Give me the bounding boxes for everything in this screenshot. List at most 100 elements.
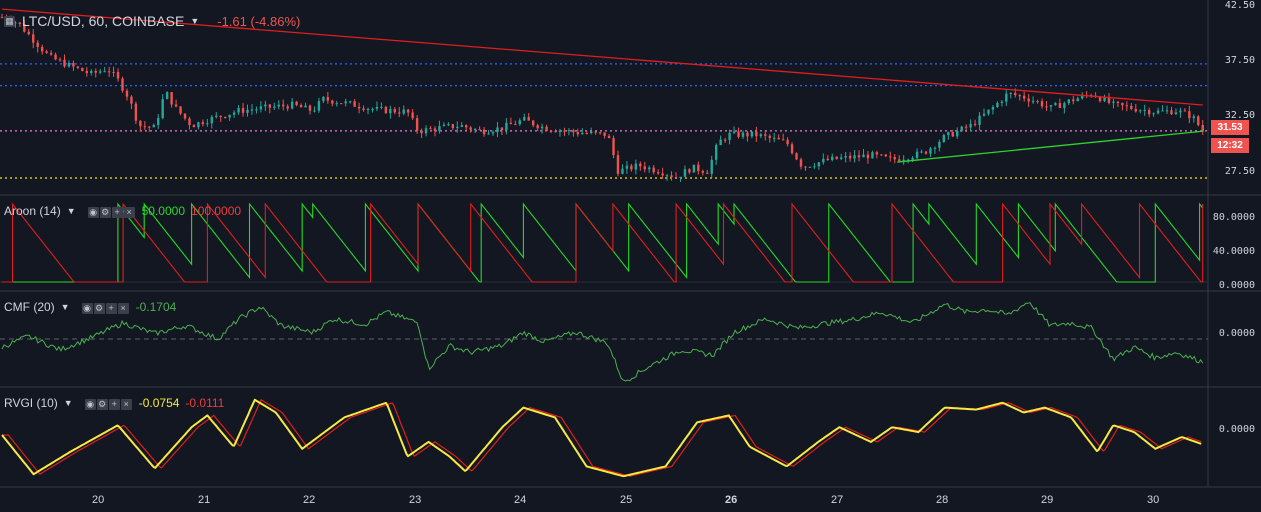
candle-body <box>130 96 133 104</box>
cmf-add-icon[interactable]: + <box>105 303 117 314</box>
candle-body <box>862 154 865 158</box>
candle-body <box>902 159 905 161</box>
candle-body <box>665 175 669 177</box>
candle-body <box>76 66 80 68</box>
candle-body <box>956 130 959 137</box>
candle-body <box>692 164 696 173</box>
candle-body <box>1014 92 1017 96</box>
candle-body <box>554 131 557 133</box>
candle-body <box>121 78 124 91</box>
candle-body <box>598 132 602 134</box>
price-tick-label: 32.50 <box>1224 110 1255 121</box>
candle-body <box>531 120 535 126</box>
candle-body <box>340 103 343 105</box>
candle-body <box>1112 101 1115 103</box>
rvgi-settings-icon[interactable]: ⚙ <box>96 399 108 410</box>
candle-body <box>505 122 508 131</box>
candle-body <box>857 155 861 158</box>
aroon-eye-icon[interactable]: ◉ <box>87 207 99 218</box>
candle-body <box>607 135 611 139</box>
candle-body <box>759 134 763 137</box>
candle-body <box>523 117 526 121</box>
candle-body <box>157 118 160 125</box>
aroon-tick-label: 40.0000 <box>1212 246 1255 257</box>
cmf-dropdown-icon[interactable]: ▼ <box>60 302 70 312</box>
candle-body <box>688 169 691 173</box>
candle-body <box>371 108 374 110</box>
candle-body <box>1063 103 1066 108</box>
cmf-settings-icon[interactable]: ⚙ <box>93 303 105 314</box>
candle-body <box>85 71 89 73</box>
cmf-eye-icon[interactable]: ◉ <box>81 303 93 314</box>
candle-body <box>36 42 39 47</box>
candle-body <box>643 166 646 170</box>
cmf-title[interactable]: CMF (20) <box>4 300 55 314</box>
aroon-tick-label: 80.0000 <box>1212 212 1255 223</box>
candle-body <box>411 112 414 119</box>
rvgi-dropdown-icon[interactable]: ▼ <box>63 398 73 408</box>
aroon-dropdown-icon[interactable]: ▼ <box>66 206 76 216</box>
candle-body <box>335 103 338 105</box>
price-change: -1.61 (-4.86%) <box>217 13 301 29</box>
candle-body <box>406 109 410 113</box>
candle-body <box>299 105 303 108</box>
candle-body <box>478 129 481 131</box>
candle-body <box>1197 116 1200 126</box>
candle-body <box>947 132 950 136</box>
candle-body <box>741 132 745 137</box>
candle-body <box>482 129 486 135</box>
x-tick-label: 23 <box>409 494 422 506</box>
candle-body <box>424 128 428 134</box>
candle-body <box>813 166 816 168</box>
candle-body <box>1031 101 1035 103</box>
x-tick-label: 21 <box>198 494 211 506</box>
candle-body <box>639 163 642 167</box>
aroon-settings-icon[interactable]: ⚙ <box>99 207 111 218</box>
aroon-title[interactable]: Aroon (14) <box>4 204 61 218</box>
candle-body <box>384 106 388 114</box>
rvgi-title[interactable]: RVGI (10) <box>4 396 58 410</box>
aroon-add-icon[interactable]: + <box>111 207 123 218</box>
candle-body <box>549 130 553 132</box>
x-tick-label: 25 <box>620 494 633 506</box>
candle-body <box>969 123 972 128</box>
symbol-title[interactable]: LTC/USD, 60, COINBASE <box>22 13 185 29</box>
candle-body <box>933 147 937 149</box>
candle-body <box>1040 101 1044 107</box>
candle-body <box>268 104 272 108</box>
candle-body <box>210 116 213 124</box>
candle-body <box>116 72 120 79</box>
rvgi-eye-icon[interactable]: ◉ <box>84 399 96 410</box>
rvgi-signal-value: -0.0111 <box>185 396 225 410</box>
x-tick-label: 24 <box>514 494 527 506</box>
candle-body <box>1161 110 1164 112</box>
candle-body <box>206 123 209 125</box>
candle-body <box>585 133 588 135</box>
candle-body <box>67 62 71 67</box>
candle-body <box>165 92 169 100</box>
aroon-close-icon[interactable]: × <box>123 207 135 218</box>
candle-body <box>255 109 258 111</box>
rvgi-add-icon[interactable]: + <box>108 399 120 410</box>
candle-body <box>915 151 919 158</box>
candle-body <box>674 177 678 179</box>
candle-body <box>81 67 84 72</box>
candle-body <box>844 155 847 158</box>
candle-body <box>648 167 651 170</box>
rvgi-close-icon[interactable]: × <box>120 399 132 410</box>
candle-body <box>402 109 405 114</box>
candle-body <box>232 112 236 115</box>
candle-body <box>447 124 450 126</box>
candle-body <box>45 51 48 53</box>
candle-body <box>938 141 941 148</box>
symbol-dropdown-icon[interactable]: ▼ <box>190 16 200 26</box>
candle-body <box>701 171 704 173</box>
candle-body <box>179 106 182 114</box>
cmf-close-icon[interactable]: × <box>117 303 129 314</box>
candle-body <box>389 109 392 114</box>
candle-body <box>514 124 517 126</box>
candle-body <box>442 124 446 127</box>
candle-body <box>215 115 218 117</box>
candle-body <box>1081 94 1084 99</box>
